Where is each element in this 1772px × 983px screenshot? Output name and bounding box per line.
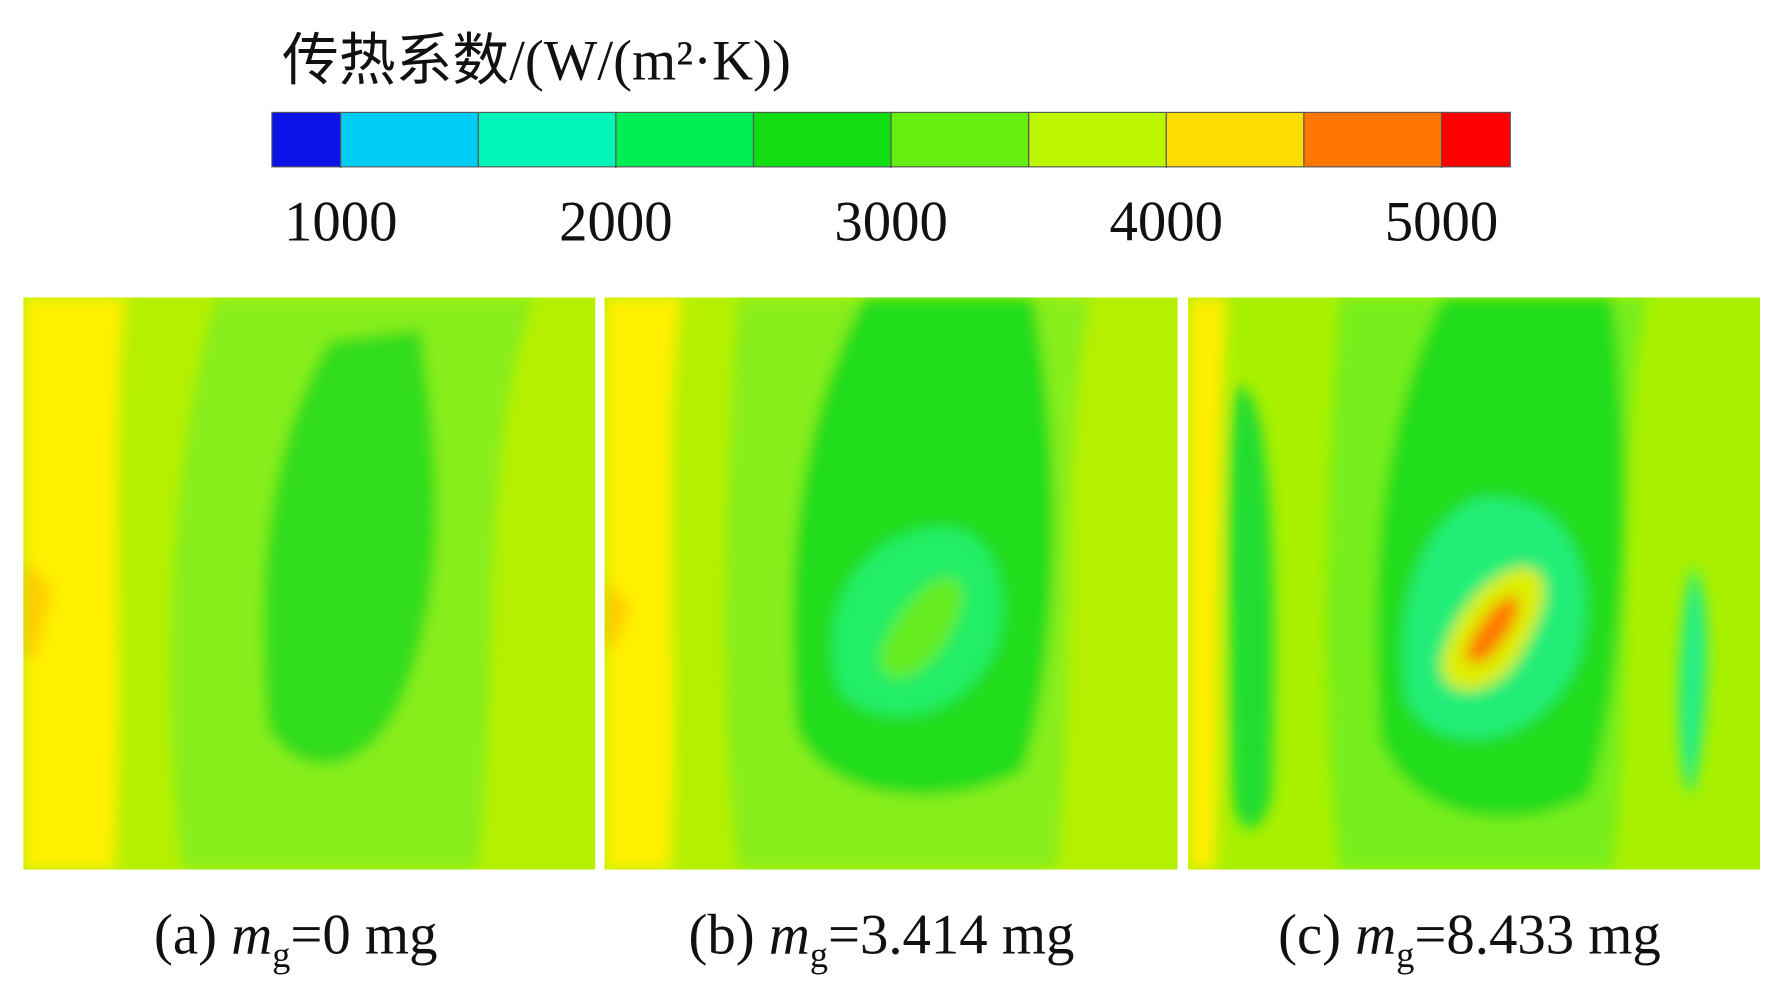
caption-subscript: g <box>1396 935 1414 975</box>
tick-label: 4000 <box>1110 191 1224 254</box>
colorbar-segment <box>615 111 755 168</box>
colorbar-segment <box>477 111 617 168</box>
colorbar: 1000 2000 3000 4000 5000 <box>271 111 1511 254</box>
panel-caption: (a) mg=0 mg <box>154 903 437 975</box>
tick-label: 2000 <box>559 191 673 254</box>
caption-value: =8.433 mg <box>1414 903 1660 966</box>
colorbar-segment <box>340 111 479 168</box>
colorbar-segment <box>1303 111 1443 168</box>
contour-panel-b <box>604 297 1178 870</box>
caption-label: (c) <box>1278 903 1355 966</box>
caption-label: (a) <box>154 903 231 966</box>
colorbar-segment <box>1440 111 1511 168</box>
caption-subscript: g <box>272 935 290 975</box>
colorbar-segment <box>271 111 342 168</box>
caption-subscript: g <box>810 935 828 975</box>
caption-symbol: m <box>231 903 272 966</box>
tick-label: 1000 <box>284 191 398 254</box>
panel-caption: (c) mg=8.433 mg <box>1278 903 1661 975</box>
colorbar-segment <box>1028 111 1167 168</box>
caption-label: (b) <box>689 903 769 966</box>
colorbar-segment <box>890 111 1030 168</box>
colorbar-title: 传热系数/(W/(m²·K)) <box>282 29 791 92</box>
colorbar-segment <box>1165 111 1305 168</box>
tick-label: 3000 <box>834 191 948 254</box>
caption-value: =0 mg <box>290 903 437 966</box>
caption-symbol: m <box>769 903 810 966</box>
caption-symbol: m <box>1355 903 1396 966</box>
contour-panel-c <box>1187 297 1761 870</box>
colorbar-segment <box>752 111 892 168</box>
captions: (a) mg=0 mg (b) mg=3.414 mg (c) mg=8.433 m… <box>154 903 1661 975</box>
panel-caption: (b) mg=3.414 mg <box>689 903 1075 975</box>
contour-panel-a <box>23 297 596 870</box>
tick-label: 5000 <box>1385 191 1499 254</box>
caption-value: =3.414 mg <box>828 903 1074 966</box>
